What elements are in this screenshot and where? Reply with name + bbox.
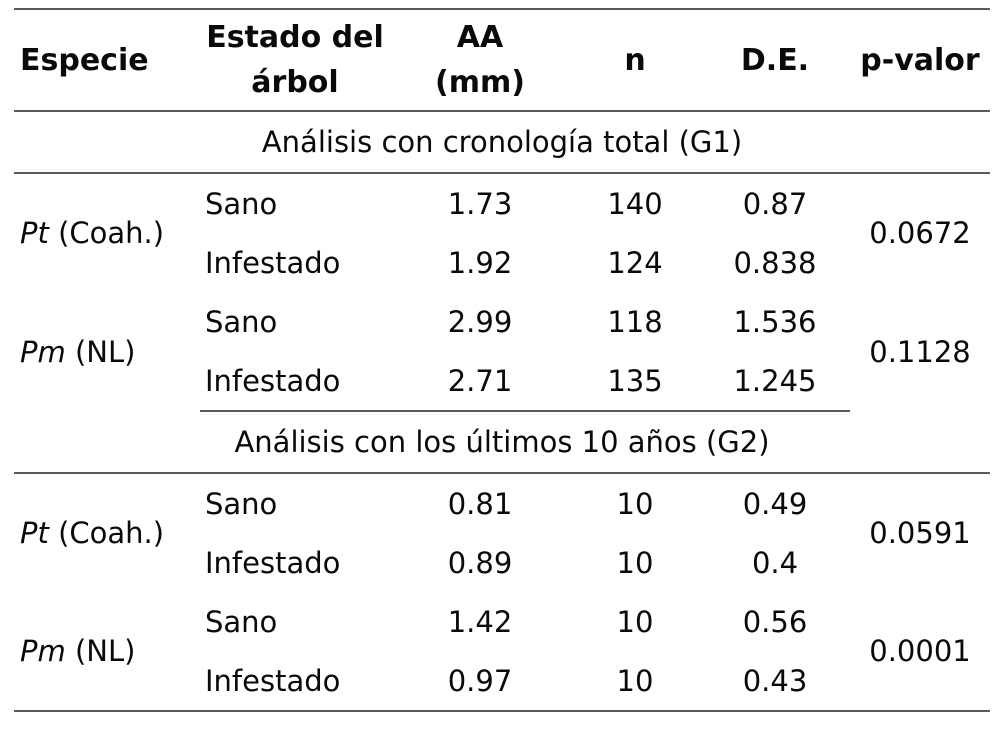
cell-pvalor: 0.0672 (869, 216, 971, 250)
cell-n: 140 (607, 186, 663, 221)
cell-n: 124 (607, 245, 663, 280)
species-abbreviation: Pt (20, 516, 49, 550)
table-row: Pm (NL) Sano 1.42 10 0.56 0.0001 (14, 592, 990, 669)
section-title-g1-text: Análisis con cronología total (G1) (14, 111, 990, 174)
cell-de: 1.245 (700, 351, 850, 412)
cell-n: 10 (616, 486, 654, 521)
species-location: (NL) (65, 634, 136, 668)
column-header-de: D.E. (700, 9, 850, 112)
cell-aa: 1.73 (447, 186, 513, 221)
cell-estado: Sano (205, 304, 278, 339)
cell-estado: Infestado (205, 663, 341, 698)
section-title-g2: Análisis con los últimos 10 años (G2) (14, 411, 990, 474)
section-title-g1: Análisis con cronología total (G1) (14, 111, 990, 174)
column-header-aa-line2: (mm) (435, 65, 525, 100)
cell-aa: 0.89 (447, 545, 513, 580)
cell-estado: Infestado (205, 545, 341, 580)
column-header-estado: Estado del árbol (200, 9, 390, 112)
cell-de: 0.87 (742, 186, 808, 221)
cell-aa: 1.42 (447, 604, 513, 639)
table-row: Infestado 0.97 10 0.43 (14, 651, 990, 711)
species-abbreviation: Pm (20, 634, 66, 668)
cell-de: 0.49 (742, 486, 808, 521)
cell-n: 10 (616, 663, 654, 698)
header-row: Especie Estado del árbol AA (mm) n D.E. … (14, 9, 990, 112)
cell-aa: 1.92 (447, 245, 513, 280)
table-row: Pm (NL) Sano 2.99 118 1.536 0.1128 (14, 292, 990, 369)
column-header-estado-line2: árbol (251, 65, 339, 100)
cell-aa: 2.71 (390, 351, 570, 412)
cell-de: 0.56 (742, 604, 808, 639)
column-header-aa: AA (mm) (390, 9, 570, 112)
column-header-pvalor: p-valor (850, 9, 990, 112)
cell-n: 10 (616, 604, 654, 639)
cell-estado: Sano (205, 486, 278, 521)
cell-species-pm-nl: Pm (NL) (14, 292, 200, 411)
cell-pvalor: 0.1128 (869, 334, 971, 369)
table-row: Pt (Coah.) Sano 0.81 10 0.49 0.0591 (14, 473, 990, 551)
cell-species-pt-coah: Pt (Coah.) (14, 473, 200, 592)
cell-aa: 2.99 (447, 304, 513, 339)
column-header-especie: Especie (14, 9, 200, 112)
cell-aa: 0.97 (447, 663, 513, 698)
cell-n: 135 (570, 351, 700, 412)
species-abbreviation: Pt (20, 216, 49, 250)
table-row: Pt (Coah.) Sano 1.73 140 0.87 0.0672 (14, 173, 990, 251)
cell-de: 1.536 (733, 304, 817, 339)
column-header-aa-line1: AA (456, 20, 504, 55)
cell-n: 118 (607, 304, 663, 339)
cell-species-pt-coah: Pt (Coah.) (14, 173, 200, 292)
cell-species-pm-nl: Pm (NL) (14, 592, 200, 711)
species-abbreviation: Pm (20, 334, 66, 369)
cell-pvalor: 0.0001 (869, 634, 971, 668)
table-row: Infestado 0.89 10 0.4 (14, 533, 990, 592)
table-row: Infestado 2.71 135 1.245 (14, 351, 990, 412)
cell-de: 0.4 (751, 545, 799, 580)
cell-aa: 0.81 (447, 486, 513, 521)
table-header: Especie Estado del árbol AA (mm) n D.E. … (14, 9, 990, 112)
table-row: Infestado 1.92 124 0.838 (14, 233, 990, 292)
column-header-n: n (570, 9, 700, 112)
species-location: (Coah.) (48, 516, 165, 550)
column-header-estado-line1: Estado del (206, 20, 384, 55)
cell-de: 0.43 (742, 663, 808, 698)
cell-de: 0.838 (733, 245, 817, 280)
species-location: (Coah.) (48, 216, 165, 250)
cell-n: 10 (616, 545, 654, 580)
species-location: (NL) (65, 334, 136, 369)
cell-estado: Infestado (205, 245, 341, 280)
cell-estado: Infestado (200, 351, 390, 412)
cell-estado: Sano (205, 604, 278, 639)
section-title-g2-text: Análisis con los últimos 10 años (G2) (14, 411, 990, 474)
results-table: Especie Estado del árbol AA (mm) n D.E. … (14, 8, 990, 712)
cell-estado: Sano (205, 186, 278, 221)
cell-pvalor: 0.0591 (869, 516, 971, 550)
